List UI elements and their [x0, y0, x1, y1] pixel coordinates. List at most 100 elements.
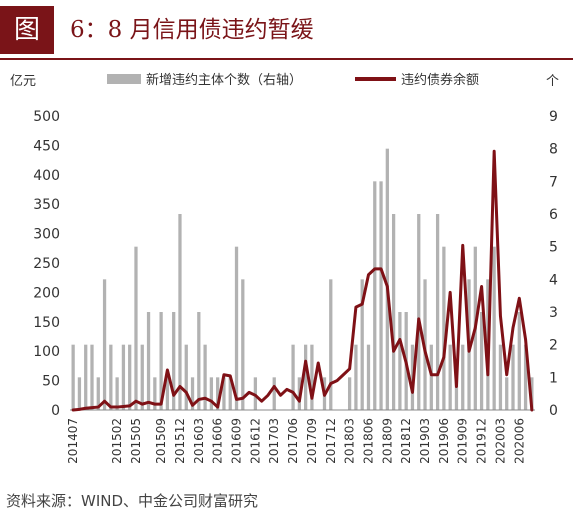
- bar: [134, 246, 138, 410]
- line-point: [405, 362, 407, 364]
- bar: [216, 377, 220, 410]
- line-point: [273, 385, 275, 388]
- line-point: [342, 374, 344, 376]
- line-point: [487, 374, 489, 376]
- line-point: [518, 297, 520, 299]
- bar: [461, 344, 465, 410]
- line-point: [443, 356, 445, 358]
- left-axis-unit: 亿元: [10, 74, 36, 89]
- figure-title: 6：8 月信用债违约暂缓: [70, 17, 314, 43]
- legend-line-label: 违约债券余额: [401, 72, 479, 88]
- line-point: [129, 405, 131, 407]
- x-tick-label: 201505: [129, 418, 143, 464]
- bar: [96, 377, 100, 410]
- x-tick-label: 201712: [324, 418, 338, 464]
- line-point: [499, 315, 502, 317]
- x-tick-label: 201706: [286, 418, 300, 464]
- x-tick-label: 201509: [154, 418, 168, 464]
- bar: [360, 279, 364, 410]
- bar: [146, 312, 151, 410]
- y-right-tick-label: 3: [549, 305, 558, 321]
- line-point: [493, 150, 495, 152]
- line-point: [279, 394, 282, 396]
- line-point: [103, 400, 106, 402]
- line-point: [97, 406, 99, 408]
- bar: [291, 344, 295, 410]
- y-right-tick-label: 0: [549, 403, 558, 419]
- bar: [417, 214, 421, 410]
- bar: [398, 312, 402, 410]
- line-point: [110, 406, 112, 408]
- x-tick-label: 201603: [192, 418, 206, 464]
- bar: [102, 279, 107, 410]
- y-left-tick-label: 0: [51, 403, 60, 419]
- y-left-tick-label: 200: [33, 285, 60, 301]
- x-tick-label: 202006: [512, 418, 526, 464]
- y-left-tick-label: 450: [33, 138, 60, 154]
- bar: [354, 344, 358, 410]
- bar: [222, 377, 226, 410]
- x-tick-label: 201502: [110, 418, 124, 464]
- x-tick-label: 201903: [418, 418, 432, 464]
- bar: [209, 377, 214, 410]
- line-point: [147, 401, 150, 403]
- y-right-tick-label: 6: [549, 207, 558, 223]
- line-point: [349, 368, 351, 370]
- line-point: [474, 327, 476, 329]
- line-point: [317, 362, 319, 364]
- line-point: [506, 374, 508, 376]
- line-point: [154, 403, 156, 405]
- bar: [140, 344, 144, 410]
- line-point: [191, 404, 194, 406]
- line-point: [160, 403, 162, 405]
- bar: [435, 214, 440, 410]
- y-right-tick-label: 9: [549, 109, 558, 125]
- bar: [178, 214, 182, 410]
- bar: [165, 377, 170, 410]
- line-point: [468, 350, 470, 352]
- bar: [347, 377, 352, 410]
- bar: [109, 344, 113, 410]
- x-tick-label: 202003: [493, 418, 507, 464]
- x-tick-label: 201909: [456, 418, 470, 464]
- line-point: [185, 391, 187, 393]
- figure-badge: 图: [0, 6, 54, 54]
- bar: [454, 377, 459, 410]
- bar: [197, 312, 201, 410]
- line-point: [141, 403, 143, 405]
- bar: [121, 344, 126, 410]
- line-series: [71, 149, 534, 412]
- bar: [115, 377, 119, 410]
- bar: [517, 312, 521, 410]
- line-point: [380, 268, 382, 270]
- legend: 新增违约主体个数（右轴） 违约债券余额: [107, 72, 479, 88]
- bar: [203, 344, 207, 410]
- x-tick-label: 201606: [211, 418, 225, 464]
- bar: [492, 246, 496, 410]
- y-left-tick-label: 350: [33, 197, 60, 213]
- line-point: [198, 398, 200, 401]
- bar: [329, 279, 333, 410]
- line-point: [386, 285, 388, 288]
- line-point: [242, 397, 244, 399]
- line-point: [298, 400, 300, 402]
- x-tick-label: 201407: [66, 418, 80, 464]
- x-tick-label: 201512: [173, 418, 187, 464]
- y-right-tick-label: 8: [549, 142, 558, 158]
- line-point: [323, 394, 326, 396]
- y-left-tick-label: 50: [42, 374, 60, 390]
- y-left-tick-label: 150: [33, 315, 60, 331]
- bar: [391, 214, 396, 410]
- bar: [77, 377, 82, 410]
- line-point: [512, 327, 514, 329]
- bar: [523, 344, 528, 410]
- line-point: [267, 394, 269, 396]
- line-point: [430, 374, 432, 376]
- line-point: [462, 244, 464, 246]
- line-point: [424, 350, 426, 352]
- y-right-tick-label: 2: [549, 338, 558, 354]
- line-point: [85, 407, 87, 409]
- line-point: [135, 400, 137, 402]
- line-point: [72, 409, 74, 411]
- title-bar: 图 6：8 月信用债违约暂缓: [0, 0, 573, 60]
